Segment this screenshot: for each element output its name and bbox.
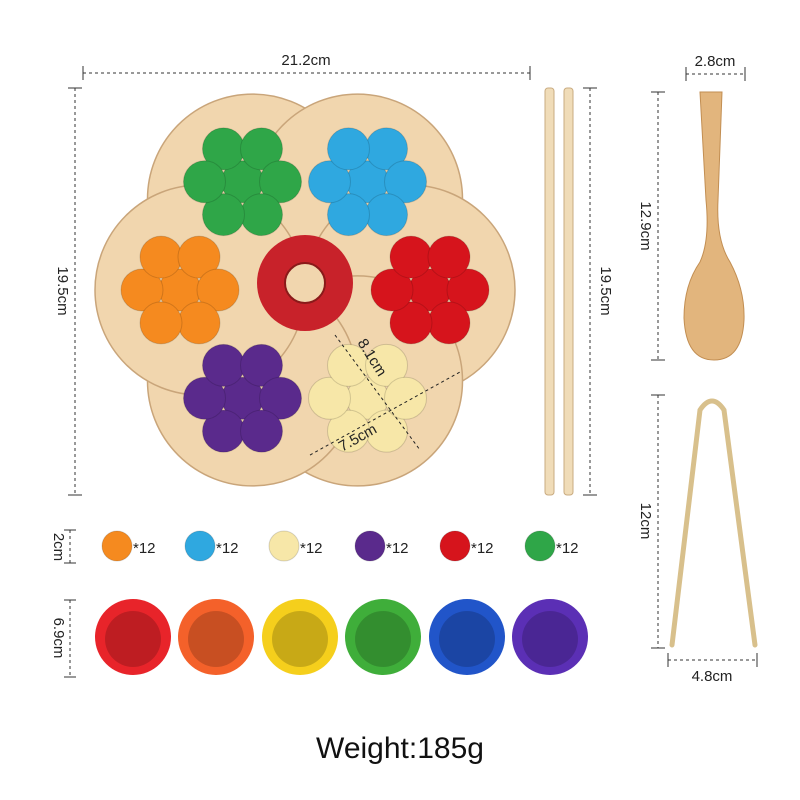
wooden-spoon	[683, 91, 745, 361]
legend-count: *12	[216, 540, 239, 557]
pompom-blue	[384, 160, 427, 204]
legend-count: *12	[300, 540, 323, 557]
spoon-width-label: 2.8cm	[695, 53, 736, 70]
cup-inner	[105, 611, 161, 667]
pompom-blue	[327, 127, 370, 171]
cup-inner	[439, 611, 495, 667]
cup-inner	[522, 611, 578, 667]
board-width-label: 21.2cm	[281, 52, 330, 69]
legend-count: *12	[471, 540, 494, 557]
pompom-orange	[196, 268, 240, 312]
pompom-blue	[308, 160, 351, 204]
pompom-yellow	[308, 376, 351, 420]
bamboo-tongs	[669, 398, 758, 648]
cup-inner	[188, 611, 244, 667]
sector-dimension-lines	[309, 334, 461, 456]
pompom-blue	[327, 193, 370, 237]
pompom-purple	[183, 376, 226, 420]
pompom-purple	[202, 343, 245, 387]
pompom-red	[389, 301, 433, 345]
silicone-cup	[512, 599, 588, 675]
chopsticks	[544, 87, 574, 496]
pompom-green	[240, 193, 283, 237]
pompom-orange	[139, 235, 183, 279]
pompom-red	[370, 268, 414, 312]
silicone-cup	[178, 599, 254, 675]
pompom-green	[183, 160, 226, 204]
pompom-red	[427, 301, 471, 345]
pompom-green	[202, 193, 245, 237]
legend-pompom	[184, 530, 216, 562]
pompom-orange	[120, 268, 164, 312]
silicone-cup	[345, 599, 421, 675]
chopstick-length-label: 19.5cm	[597, 266, 614, 315]
cup-size-label: 6.9cm	[50, 618, 67, 659]
flower-sorting-board	[94, 93, 516, 487]
pompom-blue	[365, 193, 408, 237]
pompom-size-label: 2cm	[50, 533, 67, 561]
dimension-lines	[64, 66, 758, 678]
legend-pompom	[524, 530, 556, 562]
cup-inner	[272, 611, 328, 667]
silicone-cup	[95, 599, 171, 675]
legend-pompom	[439, 530, 471, 562]
legend-pompom	[268, 530, 300, 562]
tongs-length-label: 12cm	[637, 503, 654, 540]
cup-inner	[355, 611, 411, 667]
pompom-orange	[177, 301, 221, 345]
pompom-red	[446, 268, 490, 312]
silicone-cup	[262, 599, 338, 675]
pompom-purple	[240, 343, 283, 387]
pompom-purple	[259, 376, 302, 420]
pompom-red	[427, 235, 471, 279]
legend-pompom	[101, 530, 133, 562]
legend-count: *12	[386, 540, 409, 557]
legend-pompom	[354, 530, 386, 562]
silicone-cup	[429, 599, 505, 675]
pompom-yellow	[365, 343, 408, 387]
tongs-width-label: 4.8cm	[692, 668, 733, 685]
pompom-green	[259, 160, 302, 204]
pompom-green	[240, 127, 283, 171]
pompom-purple	[240, 409, 283, 453]
legend-count: *12	[556, 540, 579, 557]
weight-label: Weight:185g	[316, 732, 484, 765]
legend-count: *12	[133, 540, 156, 557]
spoon-length-label: 12.9cm	[637, 201, 654, 250]
center-hole	[284, 262, 326, 304]
pompom-orange	[139, 301, 183, 345]
pompom-yellow	[384, 376, 427, 420]
board-height-label: 19.5cm	[54, 266, 71, 315]
pompom-red	[389, 235, 433, 279]
pompom-yellow	[327, 409, 370, 453]
pompom-orange	[177, 235, 221, 279]
